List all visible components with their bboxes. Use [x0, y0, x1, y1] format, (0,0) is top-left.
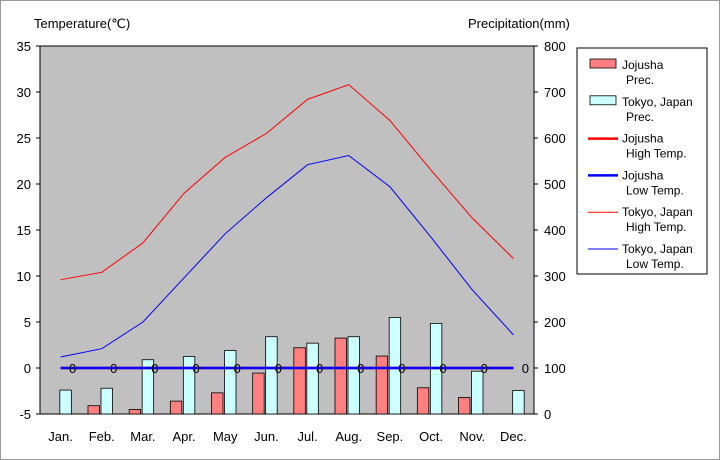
left-tick-label: 5 [24, 315, 31, 330]
right-tick-label: 800 [544, 39, 566, 54]
bar-tokyo-prec [224, 350, 237, 415]
bar-jojusha-prec [375, 355, 389, 415]
bar-tokyo-prec [100, 387, 113, 415]
zero-value-label: 0 [398, 361, 405, 376]
legend-label-line1: Tokyo, Japan [622, 242, 693, 256]
zero-value-label: 0 [522, 361, 529, 376]
zero-value-label: 0 [481, 361, 488, 376]
line-series-3 [60, 154, 514, 358]
bar-jojusha-prec [211, 392, 224, 415]
bar-jojusha-prec [252, 372, 265, 415]
bar-tokyo-prec [141, 359, 155, 415]
legend-label-line2: Low Temp. [626, 183, 684, 197]
legend-label-line1: Jojusha [622, 168, 664, 182]
left-tick-label: 20 [17, 177, 31, 192]
left-tick-label: 35 [17, 39, 31, 54]
legend-label-line1: Tokyo, Japan [622, 95, 693, 109]
right-tick-label: 500 [544, 177, 566, 192]
zero-value-label: 0 [69, 361, 76, 376]
zero-value-label: 0 [110, 361, 117, 376]
left-tick-label: 25 [17, 131, 31, 146]
bar-tokyo-prec [347, 336, 360, 415]
right-tick-label: 200 [544, 315, 566, 330]
legend-label-line1: Jojusha [622, 58, 664, 72]
bar-tokyo-prec [59, 389, 72, 415]
left-tick-label: -5 [19, 407, 31, 422]
right-tick-label: 600 [544, 131, 566, 146]
legend-label-line2: High Temp. [626, 147, 686, 161]
left-tick-label: 15 [17, 223, 31, 238]
category-label: Jul. [297, 429, 317, 444]
bar-tokyo-prec [182, 356, 196, 415]
right-tick-label: 0 [544, 407, 551, 422]
bar-tokyo-prec [306, 342, 319, 415]
category-label: Aug. [335, 429, 362, 444]
bar-jojusha-prec [128, 408, 142, 415]
bar-jojusha-prec [293, 347, 306, 415]
left-tick-label: 0 [24, 361, 31, 376]
left-axis-title: Temperature(℃) [34, 16, 130, 31]
plot-background [39, 45, 535, 415]
right-tick-label: 400 [544, 223, 566, 238]
category-label: Feb. [89, 429, 115, 444]
legend-label-line2: Prec. [626, 110, 654, 124]
bar-jojusha-prec [87, 405, 100, 415]
zero-value-label: 0 [316, 361, 323, 376]
category-label: May [213, 429, 238, 444]
bar-jojusha-prec [334, 337, 347, 415]
legend-swatch [589, 95, 617, 106]
category-label: Nov. [459, 429, 485, 444]
bar-jojusha-prec [458, 397, 471, 415]
zero-value-label: 0 [192, 361, 199, 376]
legend-label-line2: High Temp. [626, 220, 686, 234]
category-label: Mar. [130, 429, 155, 444]
legend-label-line1: Jojusha [622, 132, 664, 146]
bar-tokyo-prec [512, 390, 525, 415]
category-label: Oct. [419, 429, 443, 444]
zero-value-label: 0 [439, 361, 446, 376]
line-series-2 [60, 84, 514, 281]
left-tick-label: 10 [17, 269, 31, 284]
right-axis-title: Precipitation(mm) [468, 16, 570, 31]
plot-area: 35 30 25 20 15 10 5 0 -5 800 700 600 500 400 300 200 100… [17, 39, 566, 444]
legend-box [576, 47, 708, 275]
zero-value-label: 0 [151, 361, 158, 376]
right-tick-label: 300 [544, 269, 566, 284]
bar-jojusha-prec [169, 400, 183, 415]
category-label: Dec. [500, 429, 527, 444]
category-label: Apr. [173, 429, 196, 444]
right-tick-label: 100 [544, 361, 566, 376]
category-label: Sep. [377, 429, 404, 444]
bar-tokyo-prec [388, 316, 402, 415]
legend-swatch [589, 58, 617, 69]
zero-value-label: 0 [275, 361, 282, 376]
zero-value-label: 0 [357, 361, 364, 376]
category-label: Jan. [48, 429, 73, 444]
left-tick-label: 30 [17, 85, 31, 100]
bar-tokyo-prec [265, 336, 278, 415]
legend-label-line2: Prec. [626, 73, 654, 87]
bar-tokyo-prec [471, 370, 484, 415]
legend-label-line2: Low Temp. [626, 257, 684, 271]
bar-jojusha-prec [416, 387, 430, 415]
zero-value-label: 0 [234, 361, 241, 376]
category-label: Jun. [254, 429, 279, 444]
right-tick-label: 700 [544, 85, 566, 100]
legend-label-line1: Tokyo, Japan [622, 205, 693, 219]
